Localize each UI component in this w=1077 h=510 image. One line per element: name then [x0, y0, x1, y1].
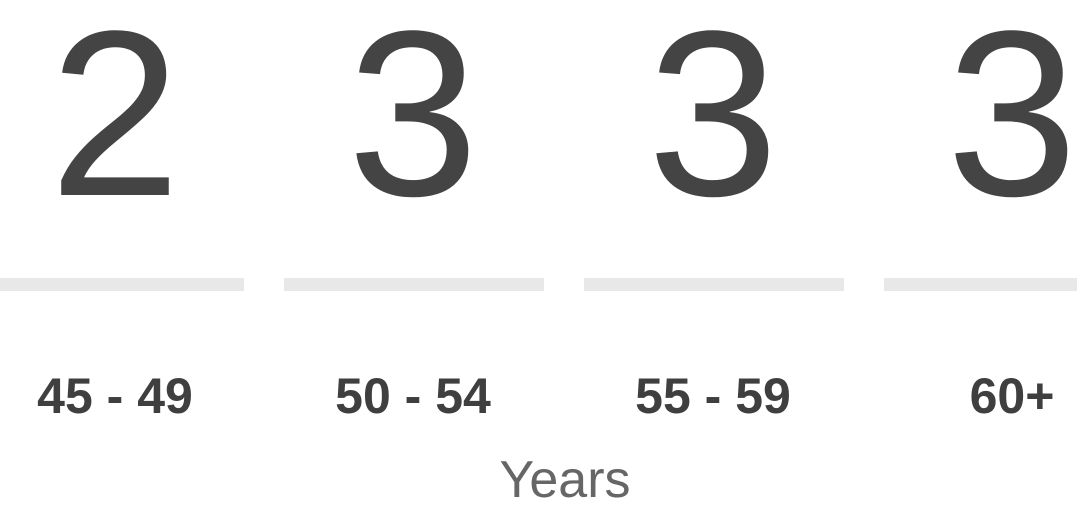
age-range: 50 - 54 — [335, 368, 491, 424]
count: 2 — [49, 0, 181, 246]
age-range: 55 - 59 — [635, 368, 791, 424]
separator-bar — [0, 278, 244, 291]
separator-bar — [884, 278, 1077, 291]
age-range: 45 - 49 — [37, 368, 193, 424]
count: 3 — [347, 0, 479, 246]
age-range: 60+ — [969, 368, 1055, 424]
count: 3 — [946, 0, 1077, 246]
separator-bar — [584, 278, 844, 291]
count: 3 — [647, 0, 779, 246]
footer-label: Years — [499, 451, 631, 509]
separator-bar — [284, 278, 544, 291]
